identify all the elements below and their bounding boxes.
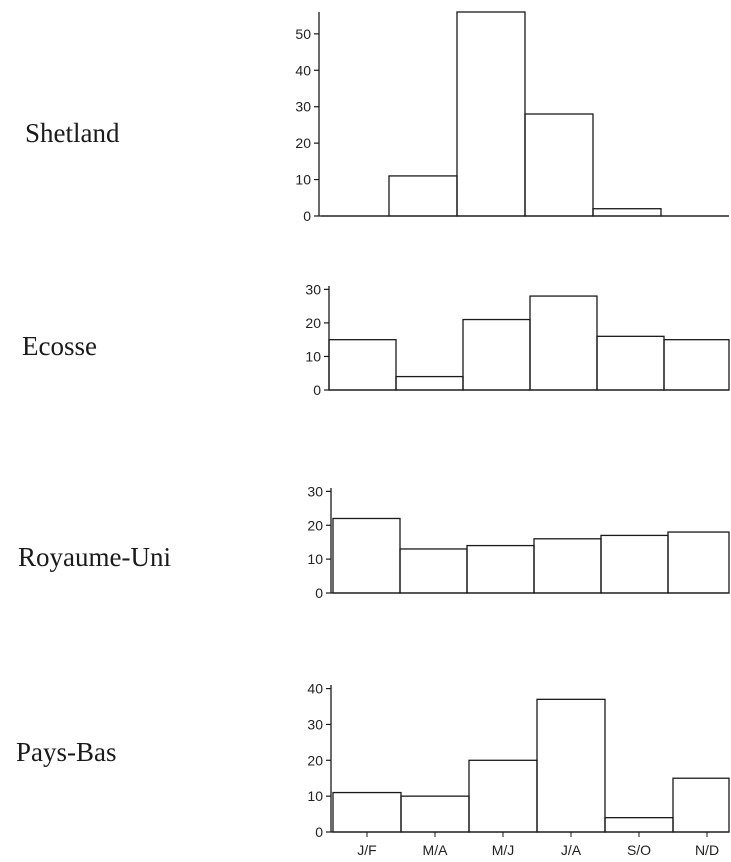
x-tick-label: S/O	[627, 842, 651, 858]
bar-j-a	[524, 113, 594, 217]
bar-m-a	[388, 175, 458, 217]
y-tick-label: 20	[295, 135, 311, 151]
y-tick-label: 50	[295, 26, 311, 42]
y-tick-label: 10	[307, 788, 323, 804]
y-tick-label: 0	[303, 208, 311, 224]
x-tick-label: M/J	[492, 842, 515, 858]
bar-j-f	[332, 791, 402, 833]
y-tick-label: 10	[295, 172, 311, 188]
y-tick-label: 20	[305, 315, 321, 331]
bar-m-j	[462, 318, 531, 391]
y-tick-label: 10	[305, 348, 321, 364]
bar-n-d	[672, 777, 730, 833]
y-tick-label: 20	[307, 517, 323, 533]
bar-s-o	[596, 335, 665, 391]
bar-m-a	[400, 795, 470, 833]
bar-n-d	[667, 531, 730, 594]
bar-m-j	[466, 544, 535, 594]
chart-label-shetland: Shetland	[25, 118, 120, 148]
y-tick-label: 0	[315, 585, 323, 601]
bar-j-f	[332, 517, 401, 594]
bar-m-a	[395, 375, 464, 391]
chart-label-pays-bas: Pays-Bas	[16, 737, 117, 767]
x-tick-label: M/A	[423, 842, 449, 858]
bar-s-o	[604, 817, 674, 833]
y-tick-label: 20	[307, 752, 323, 768]
y-tick-label: 0	[315, 824, 323, 840]
y-tick-label: 10	[307, 551, 323, 567]
chart-label-royaume-uni: Royaume-Uni	[18, 542, 171, 572]
y-tick-label: 30	[305, 281, 321, 297]
bar-j-a	[529, 295, 598, 391]
x-tick-label: N/D	[695, 842, 719, 858]
y-tick-label: 30	[307, 716, 323, 732]
bar-s-o	[592, 208, 662, 217]
y-tick-label: 40	[295, 62, 311, 78]
bar-m-j	[468, 759, 538, 833]
bar-m-a	[399, 548, 468, 594]
bar-j-a	[533, 538, 602, 594]
bar-j-a	[536, 698, 606, 833]
y-tick-label: 0	[313, 382, 321, 398]
y-tick-label: 30	[295, 99, 311, 115]
chart-label-ecosse: Ecosse	[22, 331, 97, 361]
x-tick-label: J/A	[561, 842, 582, 858]
bar-m-j	[456, 11, 526, 217]
y-tick-label: 40	[307, 681, 323, 697]
x-tick-label: J/F	[357, 842, 376, 858]
y-tick-label: 30	[307, 483, 323, 499]
bar-n-d	[663, 339, 730, 391]
bar-j-f	[328, 339, 397, 391]
bar-s-o	[600, 534, 669, 594]
